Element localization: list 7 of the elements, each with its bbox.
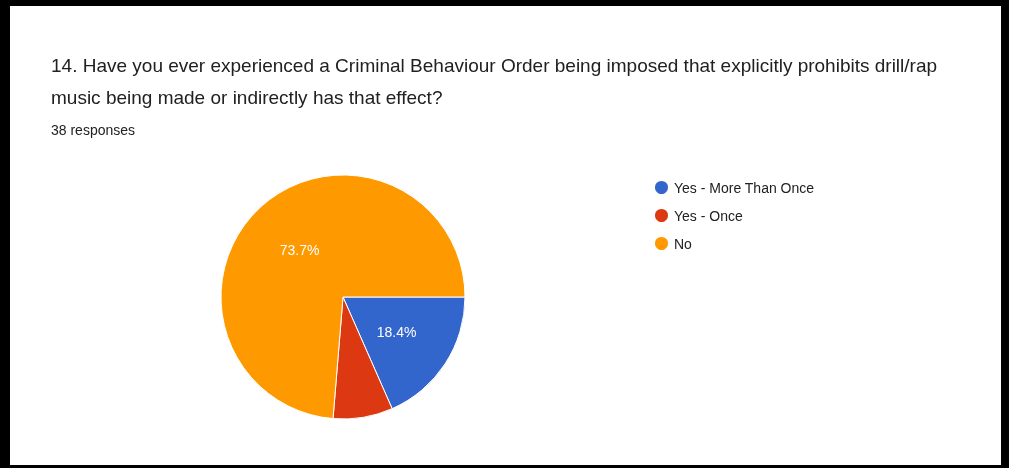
data-label: 73.7% [279, 241, 320, 258]
chart-title: 14. Have you ever experienced a Criminal Behaviour Order being imposed that explicitly prohibits drill/rap music being made or indirectly has that effect? [51, 54, 943, 108]
text: 38 responses [51, 122, 136, 138]
data-label: 18.4% [376, 323, 417, 340]
legend-label: Yes - Once [674, 207, 743, 224]
legend-label: No [674, 235, 693, 252]
legend-label: Yes - More Than Once [674, 179, 815, 196]
